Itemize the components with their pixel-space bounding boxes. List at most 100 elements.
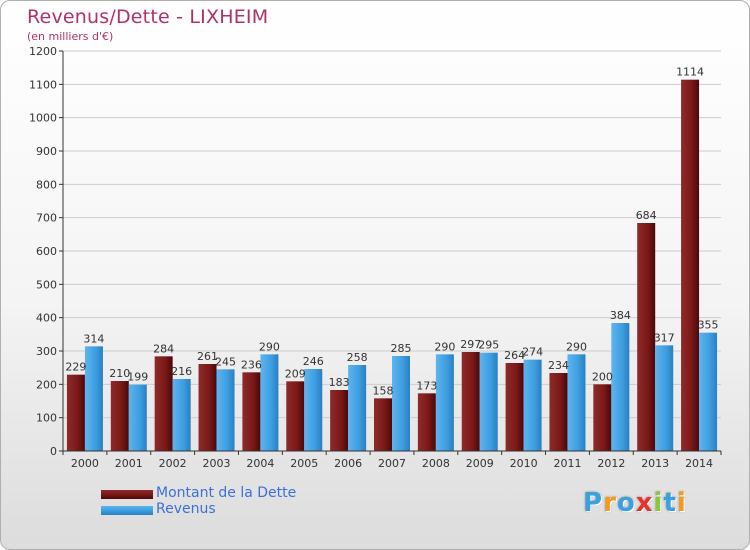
data-label-dette-2003: 261 [197, 350, 218, 363]
bar-dette-2009 [461, 352, 480, 451]
bar-dette-2014 [681, 79, 700, 452]
data-label-dette-2013: 684 [636, 209, 657, 222]
bar-revenus-2008 [435, 354, 454, 451]
data-label-dette-2007: 158 [373, 384, 394, 397]
logo-letter: t [663, 488, 677, 518]
x-tick-label: 2006 [334, 457, 362, 470]
data-label-revenus-2003: 245 [215, 355, 236, 368]
data-label-dette-2001: 210 [109, 367, 130, 380]
data-label-revenus-2008: 290 [434, 340, 455, 353]
data-label-revenus-2012: 384 [610, 309, 631, 322]
data-label-dette-2008: 173 [416, 379, 437, 392]
x-tick-label: 2009 [466, 457, 494, 470]
x-tick-label: 2007 [378, 457, 406, 470]
data-label-revenus-2013: 317 [654, 331, 675, 344]
bar-revenus-2003 [216, 369, 235, 451]
data-label-revenus-2007: 285 [391, 342, 412, 355]
proxiti-logo: Proxiti [583, 488, 687, 518]
bar-dette-2006 [330, 390, 349, 451]
legend-label-dette: Montant de la Dette [156, 485, 297, 501]
logo-letter: P [583, 488, 604, 518]
bar-revenus-2009 [479, 352, 498, 451]
data-label-revenus-2006: 258 [347, 351, 368, 364]
y-tick-label: 1100 [29, 78, 57, 91]
legend-label-revenus: Revenus [156, 501, 216, 517]
x-tick-label: 2005 [290, 457, 318, 470]
y-tick-label: 1000 [29, 112, 57, 125]
data-label-dette-2009: 297 [460, 338, 481, 351]
chart-title: Revenus/Dette - LIXHEIM [27, 6, 269, 28]
data-label-dette-2012: 200 [592, 370, 613, 383]
bar-revenus-2002 [172, 379, 191, 451]
bar-dette-2012 [593, 384, 612, 451]
bar-dette-2013 [637, 223, 656, 451]
bar-revenus-2004 [260, 354, 279, 451]
x-tick-label: 2002 [159, 457, 187, 470]
legend-swatch-dette [101, 490, 153, 499]
data-label-revenus-2009: 295 [478, 339, 499, 352]
y-tick-label: 500 [36, 278, 57, 291]
x-tick-label: 2014 [685, 457, 713, 470]
data-label-revenus-2011: 290 [566, 340, 587, 353]
bar-chart: 0 100 200 300 400 500 600 700 800 900 1000 1100 1200… [29, 45, 722, 470]
x-tick-label: 2004 [246, 457, 274, 470]
x-tick-label: 2000 [71, 457, 99, 470]
data-label-dette-2014: 1114 [676, 66, 704, 79]
logo-letter: o [616, 488, 636, 518]
data-label-revenus-2005: 246 [303, 355, 324, 368]
x-tick-label: 2008 [422, 457, 450, 470]
bar-revenus-2012 [611, 323, 630, 451]
bar-revenus-2007 [392, 356, 410, 451]
data-label-dette-2004: 236 [241, 358, 262, 371]
logo-letter: r [603, 488, 617, 518]
data-label-dette-2011: 234 [548, 359, 569, 372]
axes: 0 100 200 300 400 500 600 700 800 900 1000 1100 1200… [29, 45, 722, 470]
bar-revenus-2010 [523, 359, 542, 451]
bar-dette-2005 [286, 381, 305, 451]
bar-dette-2001 [110, 381, 129, 451]
bar-dette-2004 [242, 372, 261, 451]
data-label-revenus-2001: 199 [127, 371, 148, 384]
x-tick-label: 2012 [597, 457, 625, 470]
y-tick-label: 400 [36, 312, 57, 325]
x-tick-label: 2001 [115, 457, 143, 470]
bar-revenus-2001 [128, 384, 147, 451]
y-tick-label: 300 [36, 345, 57, 358]
logo-letter: x [635, 488, 654, 518]
bar-revenus-2011 [567, 354, 586, 451]
y-tick-label: 700 [36, 212, 57, 225]
bar-dette-2003 [198, 364, 217, 451]
data-label-revenus-2000: 314 [83, 332, 104, 345]
bar-dette-2002 [154, 356, 173, 451]
y-tick-label: 600 [36, 245, 57, 258]
y-tick-label: 100 [36, 412, 57, 425]
logo-letter: i [676, 488, 687, 518]
bar-revenus-2013 [655, 345, 674, 451]
y-tick-label: 1200 [29, 45, 57, 58]
data-label-dette-2002: 284 [153, 342, 174, 355]
bar-revenus-2000 [84, 346, 103, 451]
data-label-dette-2000: 229 [65, 361, 86, 374]
data-label-dette-2005: 209 [285, 367, 306, 380]
x-tick-label: 2010 [510, 457, 538, 470]
y-tick-label: 0 [50, 445, 57, 458]
bar-dette-2010 [505, 363, 524, 451]
x-tick-label: 2003 [203, 457, 231, 470]
logo-letter: i [653, 488, 664, 518]
bar-revenus-2014 [699, 332, 718, 451]
y-tick-label: 900 [36, 145, 57, 158]
bar-revenus-2005 [304, 369, 323, 451]
x-tick-label: 2013 [641, 457, 669, 470]
chart-subtitle: (en milliers d'€) [27, 30, 114, 43]
bar-dette-2000 [66, 374, 85, 451]
bar-revenus-2006 [348, 365, 367, 451]
bars [66, 79, 718, 452]
data-label-dette-2006: 183 [329, 376, 350, 389]
data-label-revenus-2014: 355 [698, 319, 719, 332]
legend-swatch-revenus [101, 506, 153, 515]
bar-dette-2008 [417, 393, 436, 451]
data-label-revenus-2004: 290 [259, 340, 280, 353]
data-label-revenus-2010: 274 [522, 346, 543, 359]
